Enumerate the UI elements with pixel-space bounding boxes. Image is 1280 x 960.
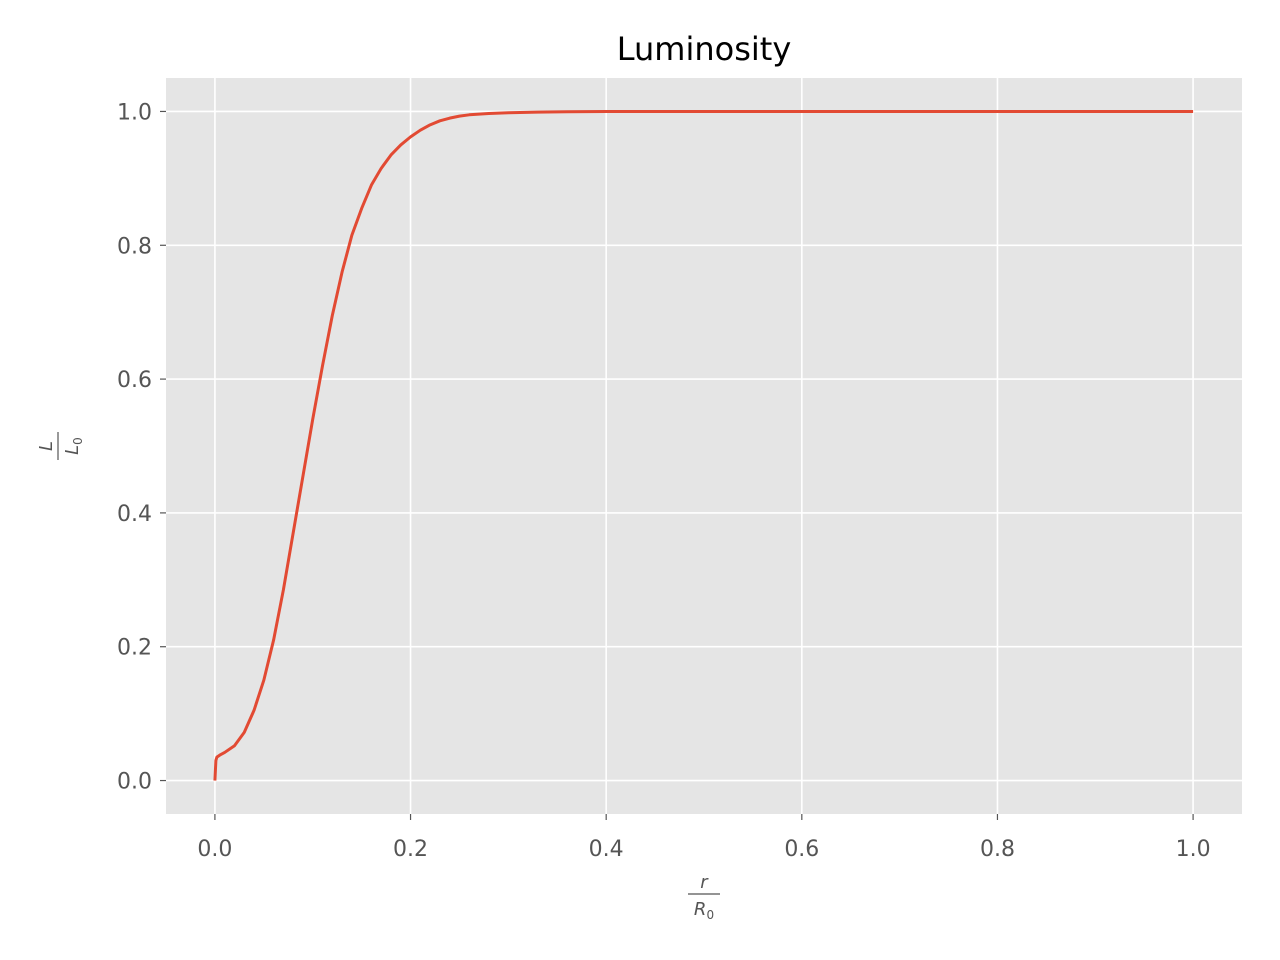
y-axis-label-denominator-main: L	[62, 445, 83, 455]
x-tick-labels: 0.0 0.2 0.4 0.6 0.8 1.0	[197, 814, 1211, 862]
x-axis-label-denominator: R0	[694, 899, 714, 922]
x-axis-label-numerator: r	[700, 872, 709, 893]
x-axis-label: r R0	[688, 872, 720, 922]
x-axis-label-denominator-main: R	[694, 899, 707, 920]
y-tick-label-5: 1.0	[117, 100, 152, 125]
x-tick-label-3: 0.6	[784, 837, 819, 862]
x-tick-label-5: 1.0	[1176, 837, 1211, 862]
x-axis-label-denominator-subscript: 0	[706, 908, 714, 922]
y-tick-label-1: 0.2	[117, 636, 152, 661]
y-tick-label-3: 0.6	[117, 368, 152, 393]
y-axis-label-numerator: L	[36, 441, 57, 451]
y-tick-label-4: 0.8	[117, 234, 152, 259]
series-layer	[213, 109, 1194, 781]
y-tick-label-0: 0.0	[117, 770, 152, 795]
plot-area	[166, 78, 1242, 814]
y-tick-label-2: 0.4	[117, 502, 152, 527]
y-axis-label: L L0	[36, 432, 85, 460]
y-tick-labels: 0.0 0.2 0.4 0.6 0.8 1.0	[117, 100, 166, 795]
x-tick-label-0: 0.0	[197, 837, 232, 862]
grid	[166, 78, 1242, 814]
x-tick-label-2: 0.4	[589, 837, 624, 862]
series-line-0	[213, 109, 1194, 781]
x-tick-label-4: 0.8	[980, 837, 1015, 862]
y-axis-label-denominator-subscript: 0	[71, 437, 85, 445]
y-axis-label-denominator: L0	[62, 437, 85, 455]
chart-title: Luminosity	[617, 30, 792, 68]
x-tick-label-1: 0.2	[393, 837, 428, 862]
